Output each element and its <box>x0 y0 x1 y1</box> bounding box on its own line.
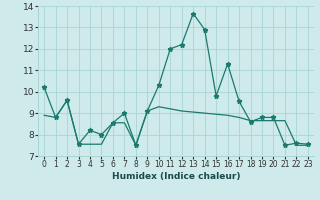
X-axis label: Humidex (Indice chaleur): Humidex (Indice chaleur) <box>112 172 240 181</box>
